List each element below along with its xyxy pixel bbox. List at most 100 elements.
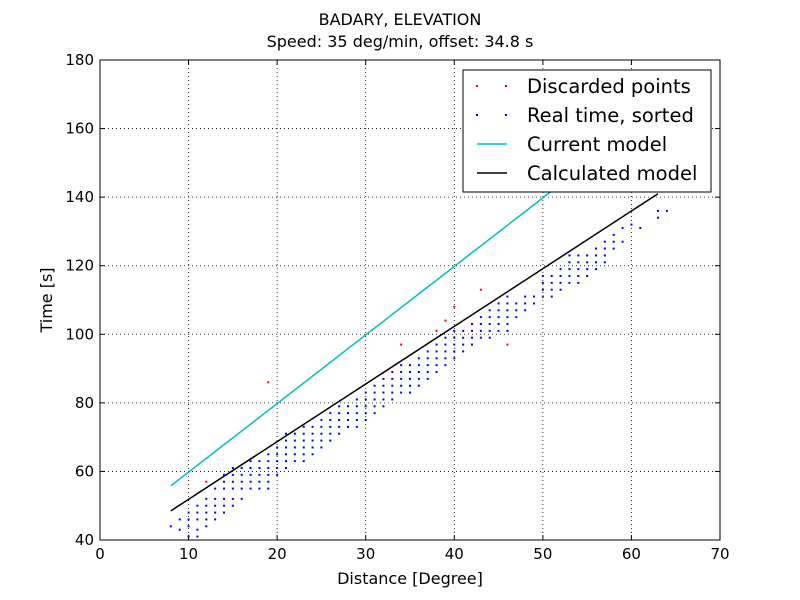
data-point	[364, 412, 367, 415]
data-point	[612, 247, 615, 250]
data-point	[338, 432, 341, 435]
data-point	[506, 295, 509, 298]
data-point	[550, 288, 553, 291]
data-point	[355, 412, 358, 415]
data-point	[329, 412, 332, 415]
plot-frame	[99, 59, 721, 541]
data-point	[169, 525, 172, 528]
data-point	[364, 398, 367, 401]
data-point	[559, 288, 562, 291]
data-point	[347, 419, 349, 421]
data-point	[329, 425, 332, 428]
data-point	[533, 295, 535, 298]
legend-point-swatch	[505, 85, 507, 87]
data-point	[453, 336, 456, 339]
data-point	[355, 419, 358, 421]
data-point	[497, 316, 500, 319]
data-point	[249, 460, 252, 463]
data-point	[444, 350, 447, 353]
data-point	[249, 473, 252, 476]
data-point	[506, 343, 509, 346]
data-point	[293, 432, 296, 435]
data-point	[364, 405, 367, 408]
data-point	[240, 467, 243, 469]
data-point	[506, 316, 509, 319]
data-point	[612, 240, 615, 243]
data-point	[196, 511, 199, 514]
data-point	[417, 377, 420, 380]
data-point	[329, 419, 332, 421]
data-point	[231, 480, 234, 483]
data-point	[435, 350, 438, 353]
data-point	[444, 336, 447, 339]
y-tick-label: 40	[75, 531, 94, 549]
data-point	[471, 329, 473, 332]
data-point	[524, 295, 527, 298]
data-point	[515, 316, 518, 319]
data-point	[444, 343, 447, 346]
data-point	[621, 240, 624, 243]
x-tick-label: 70	[710, 545, 729, 563]
data-point	[231, 487, 234, 490]
data-point	[559, 268, 562, 271]
data-point	[471, 336, 473, 339]
data-point	[400, 364, 403, 367]
data-point	[462, 329, 465, 332]
data-point	[302, 446, 305, 449]
series-line	[170, 190, 553, 487]
data-point	[488, 316, 491, 319]
data-point	[329, 439, 332, 442]
data-point	[311, 439, 314, 442]
x-tick-label: 30	[356, 545, 375, 563]
series-0	[205, 288, 509, 483]
data-point	[355, 405, 358, 408]
legend-entry: Calculated model	[477, 162, 697, 185]
data-point	[435, 364, 438, 367]
data-point	[444, 364, 447, 367]
data-point	[302, 432, 305, 435]
data-point	[621, 227, 624, 229]
y-axis-label: Time [s]	[37, 267, 56, 333]
x-tick-label: 20	[268, 545, 287, 563]
legend-entry: Real time, sorted	[476, 104, 694, 127]
data-point	[240, 497, 243, 500]
data-point	[240, 480, 243, 483]
data-point	[435, 329, 438, 332]
data-point	[320, 425, 323, 428]
data-point	[577, 268, 580, 271]
data-point	[258, 467, 261, 469]
data-point	[223, 504, 225, 507]
data-point	[320, 432, 323, 435]
data-point	[391, 398, 394, 401]
data-point	[223, 480, 225, 483]
data-point	[302, 439, 305, 442]
data-point	[541, 281, 544, 284]
data-point	[657, 216, 659, 219]
data-point	[417, 371, 420, 373]
data-point	[524, 309, 527, 312]
data-point	[240, 487, 243, 490]
data-point	[665, 209, 668, 212]
data-point	[453, 329, 456, 332]
data-point	[231, 467, 234, 469]
data-point	[249, 480, 252, 483]
data-point	[391, 391, 394, 394]
x-tick-label: 40	[445, 545, 464, 563]
data-point	[382, 377, 385, 380]
data-point	[302, 425, 305, 428]
data-point	[276, 453, 279, 456]
x-tick-label: 50	[533, 545, 552, 563]
data-point	[347, 405, 349, 408]
data-point	[311, 453, 314, 456]
data-point	[223, 473, 225, 476]
data-point	[285, 460, 287, 463]
data-point	[559, 275, 562, 277]
data-point	[258, 473, 261, 476]
data-point	[417, 357, 420, 360]
data-point	[382, 405, 385, 408]
data-point	[400, 391, 403, 394]
data-point	[515, 309, 518, 312]
data-point	[267, 480, 270, 483]
legend-label: Current model	[527, 133, 667, 156]
data-point	[603, 254, 606, 257]
